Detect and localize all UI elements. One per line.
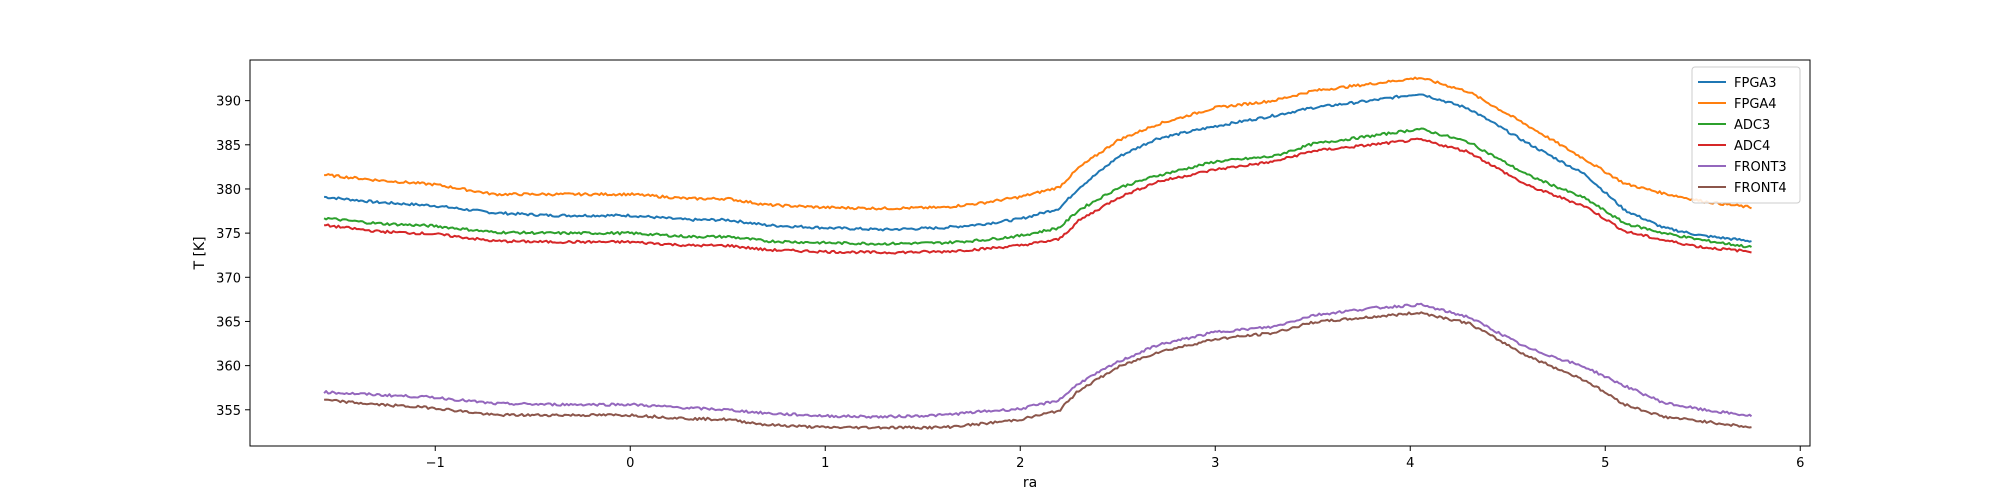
x-tick-label: 2 (1016, 456, 1024, 471)
x-axis-label: ra (1023, 475, 1037, 491)
series-line-adc4 (324, 137, 1752, 255)
series-line-adc3 (323, 127, 1752, 249)
legend-label: FPGA4 (1734, 97, 1777, 112)
x-tick-label: 5 (1601, 456, 1609, 471)
y-axis-label: T [K] (192, 236, 208, 270)
legend-label: FRONT4 (1734, 181, 1787, 196)
x-tick-label: 1 (821, 456, 829, 471)
series-line-fpga3 (324, 93, 1752, 243)
series-line-front4 (324, 311, 1752, 430)
x-tick-label: 4 (1406, 456, 1414, 471)
y-tick-label: 360 (216, 360, 241, 375)
y-tick-label: 365 (216, 315, 241, 330)
series-line-fpga4 (324, 76, 1752, 211)
legend-label: ADC4 (1734, 139, 1770, 154)
x-tick-label: −1 (426, 456, 445, 471)
x-tick-label: 6 (1796, 456, 1804, 471)
legend-label: ADC3 (1734, 118, 1770, 133)
y-axis-ticks: 355 360 365 370 375 380 385 390 (216, 95, 250, 419)
legend-box (1691, 66, 1801, 204)
plot-area-frame (249, 59, 1811, 447)
legend-label: FRONT3 (1734, 160, 1787, 175)
series-line-front3 (323, 302, 1753, 419)
y-tick-label: 380 (216, 183, 241, 198)
y-tick-label: 375 (216, 227, 241, 242)
y-tick-label: 370 (216, 271, 241, 286)
legend: FPGA3 FPGA4 ADC3 ADC4 FRONT3 FRONT4 (1691, 66, 1801, 204)
y-tick-label: 385 (216, 139, 241, 154)
y-tick-label: 355 (216, 404, 241, 419)
x-tick-label: 0 (626, 456, 634, 471)
x-tick-label: 3 (1211, 456, 1219, 471)
y-tick-label: 390 (216, 95, 241, 110)
legend-label: FPGA3 (1734, 76, 1777, 91)
series-lines (323, 76, 1753, 430)
x-axis-ticks: −1 0 1 2 3 4 5 6 (426, 446, 1804, 471)
